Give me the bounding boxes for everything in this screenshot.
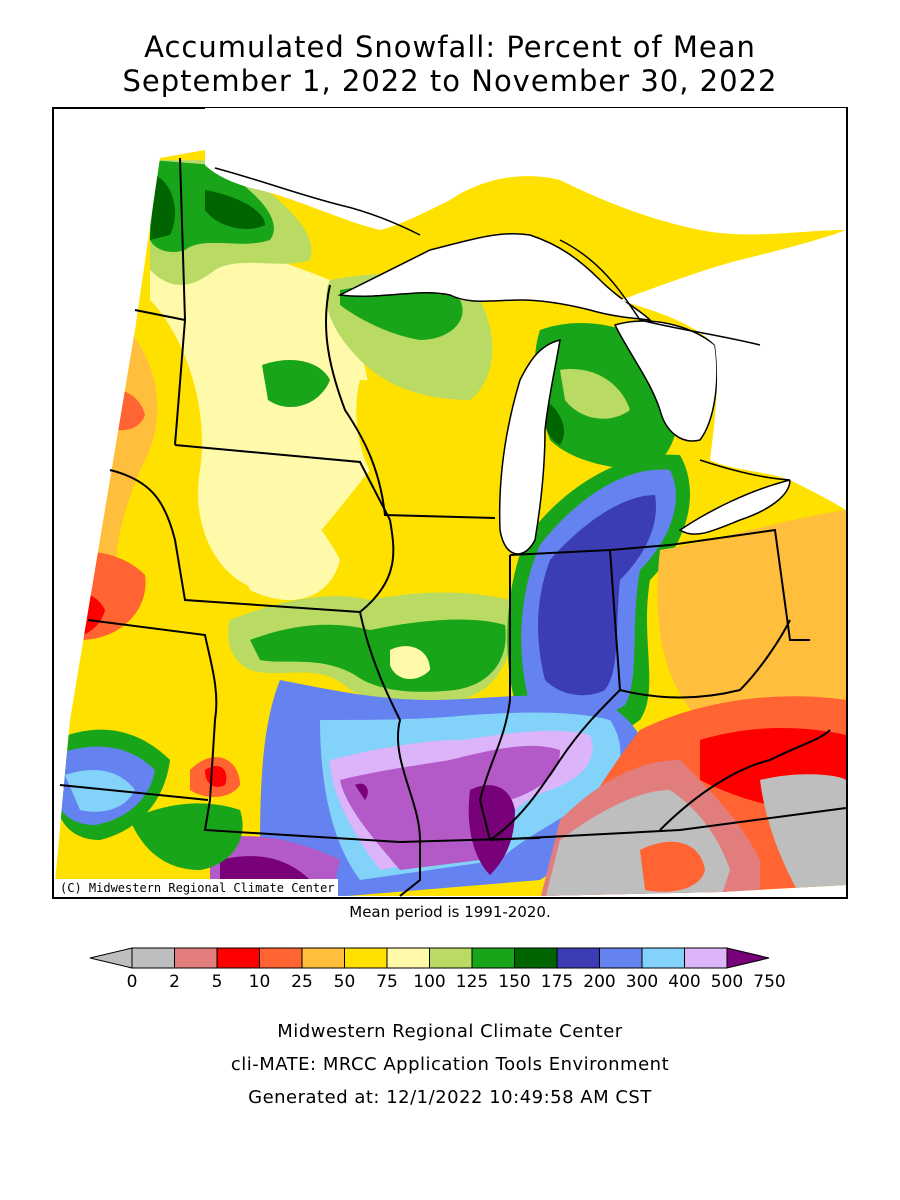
legend-swatch — [514, 947, 558, 969]
contour-fill-layer — [55, 108, 846, 896]
legend-tick-label: 0 — [127, 972, 138, 992]
legend-swatch — [301, 947, 345, 969]
copyright-box — [55, 879, 338, 896]
lake-erie — [678, 479, 791, 535]
legend-tick-label: 400 — [668, 972, 700, 992]
legend-tick-label: 125 — [456, 972, 488, 992]
lake-superior — [337, 232, 653, 321]
legend-tick-label: 5 — [212, 972, 223, 992]
legend-colorbar: 0 2 5 10 25 50 75 100 125 150 175 200 300 400 500 750 — [89, 947, 786, 992]
legend-swatch — [131, 947, 175, 969]
coastline-outline — [214, 167, 791, 481]
legend-tick-label: 25 — [291, 972, 313, 992]
legend-tick-label: 75 — [376, 972, 398, 992]
lake-huron — [613, 320, 718, 442]
legend-tick-label: 150 — [498, 972, 530, 992]
copyright-text: (C) Midwestern Regional Climate Center — [60, 881, 335, 895]
great-lakes — [337, 232, 791, 555]
legend-tick-label: 10 — [249, 972, 271, 992]
footer-generated: Generated at: 12/1/2022 10:49:58 AM CST — [248, 1087, 652, 1108]
legend-arrow-low — [89, 947, 133, 969]
legend-swatch — [641, 947, 685, 969]
legend-swatch — [599, 947, 643, 969]
map-title: Accumulated Snowfall: Percent of Mean — [144, 30, 756, 64]
legend-swatch — [259, 947, 303, 969]
legend-tick-label: 100 — [413, 972, 445, 992]
lake-michigan — [498, 338, 561, 555]
legend-swatch — [386, 947, 430, 969]
legend-swatch — [174, 947, 218, 969]
legend-tick-label: 50 — [334, 972, 356, 992]
ontario-area — [620, 230, 846, 510]
legend-tick-label: 750 — [753, 972, 785, 992]
footer-app: cli-MATE: MRCC Application Tools Environ… — [230, 1054, 670, 1075]
legend-tick-label: 2 — [169, 972, 180, 992]
footer-org: Midwestern Regional Climate Center — [277, 1021, 623, 1042]
legend-tick-label: 175 — [541, 972, 573, 992]
legend-swatch — [684, 947, 728, 969]
mean-period-note: Mean period is 1991-2020. — [349, 903, 551, 921]
legend-swatch — [556, 947, 600, 969]
legend-swatch — [429, 947, 473, 969]
legend-tick-label: 200 — [583, 972, 615, 992]
legend-swatch — [216, 947, 260, 969]
canada-area — [205, 108, 846, 235]
legend-tick-label: 500 — [711, 972, 743, 992]
legend-arrow-high — [726, 947, 770, 969]
legend-swatch — [344, 947, 388, 969]
legend-tick-label: 300 — [626, 972, 658, 992]
map-date-range: September 1, 2022 to November 30, 2022 — [122, 64, 778, 98]
legend-swatch — [471, 947, 515, 969]
state-boundaries — [59, 157, 847, 897]
